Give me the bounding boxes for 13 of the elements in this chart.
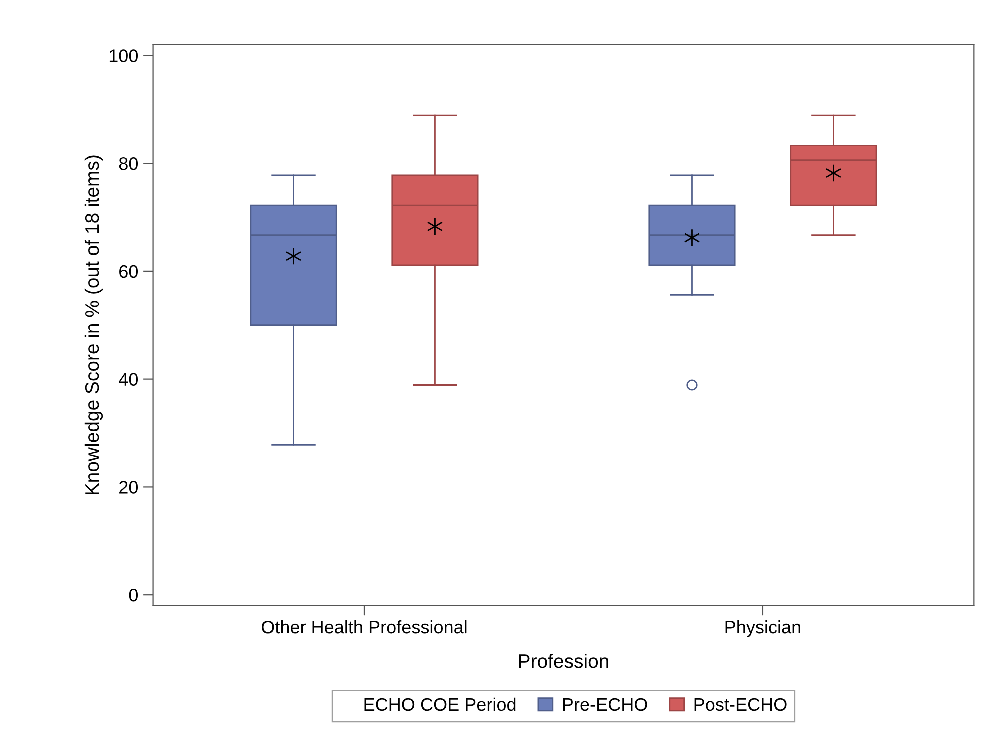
y-tick-label: 0 [129, 589, 138, 602]
y-tick-label: 100 [110, 50, 138, 62]
legend-label: Pre-ECHO [563, 698, 648, 712]
legend-label: Post-ECHO [694, 698, 787, 712]
legend-title: ECHO COE Period [364, 698, 516, 712]
y-axis-title: Knowledge Score in % (out of 18 items) [84, 156, 104, 495]
y-tick-label: 20 [120, 481, 138, 494]
y-tick-label: 60 [120, 265, 138, 278]
x-tick-label: Other Health Professional [262, 620, 467, 634]
x-axis-title: Profession [519, 654, 608, 668]
y-tick-label: 40 [119, 373, 138, 386]
x-tick-label: Physician [726, 620, 800, 638]
y-tick-label: 80 [119, 157, 138, 170]
